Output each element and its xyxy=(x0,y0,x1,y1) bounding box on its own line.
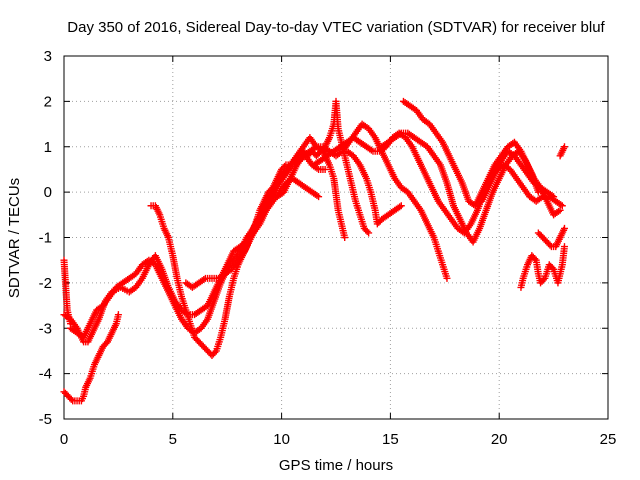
data-point xyxy=(396,203,404,211)
data-point xyxy=(315,193,323,201)
data-point xyxy=(114,311,122,319)
data-point xyxy=(546,241,554,249)
data-point xyxy=(560,143,568,151)
data-point xyxy=(67,320,75,328)
y-tick-label: 2 xyxy=(44,93,52,110)
series-arc-5 xyxy=(182,134,349,291)
data-point xyxy=(365,229,373,237)
series-arc-11 xyxy=(534,224,568,251)
data-point xyxy=(211,348,219,356)
data-point xyxy=(558,202,566,210)
data-point xyxy=(367,146,375,154)
y-tick-label: -3 xyxy=(39,320,52,337)
y-tick-label: -4 xyxy=(39,366,52,383)
x-tick-label: 0 xyxy=(60,431,68,448)
series-arc-1 xyxy=(60,311,122,405)
series-arc-13 xyxy=(478,147,558,205)
data-point xyxy=(311,144,319,152)
x-tick-label: 25 xyxy=(600,431,617,448)
data-point xyxy=(313,192,321,200)
data-point xyxy=(548,192,556,200)
data-point xyxy=(560,243,568,251)
data-point xyxy=(556,206,564,214)
data-point xyxy=(539,276,547,284)
series-arc-10 xyxy=(378,129,542,246)
x-tick-label: 15 xyxy=(382,431,399,448)
data-point xyxy=(443,274,451,282)
x-tick-label: 5 xyxy=(169,431,177,448)
data-point xyxy=(363,227,371,235)
data-point xyxy=(550,193,558,201)
y-tick-label: 1 xyxy=(44,139,52,156)
x-axis-label: GPS time / hours xyxy=(279,457,393,474)
data-point xyxy=(341,234,349,241)
y-tick-label: 0 xyxy=(44,184,52,201)
y-tick-label: -5 xyxy=(39,411,52,428)
data-point xyxy=(67,395,75,403)
series-arc-15 xyxy=(60,256,75,328)
x-tick-label: 20 xyxy=(491,431,508,448)
data-point xyxy=(396,130,404,138)
data-point xyxy=(554,207,562,215)
x-tick-label: 10 xyxy=(273,431,290,448)
data-point xyxy=(200,275,208,283)
data-point xyxy=(548,264,556,272)
series-arc-14 xyxy=(556,143,568,160)
series-arc-8 xyxy=(343,147,405,228)
data-point xyxy=(397,202,405,210)
data-point xyxy=(560,224,568,232)
y-tick-label: -2 xyxy=(39,275,52,292)
data-points xyxy=(60,97,568,405)
data-point xyxy=(531,255,539,263)
y-tick-label: 3 xyxy=(44,48,52,65)
chart-title: Day 350 of 2016, Sidereal Day-to-day VTE… xyxy=(67,19,605,36)
y-tick-label: -1 xyxy=(39,230,52,247)
y-axis-label: SDTVAR / TECUs xyxy=(6,178,23,298)
series-arc-12 xyxy=(517,243,568,291)
